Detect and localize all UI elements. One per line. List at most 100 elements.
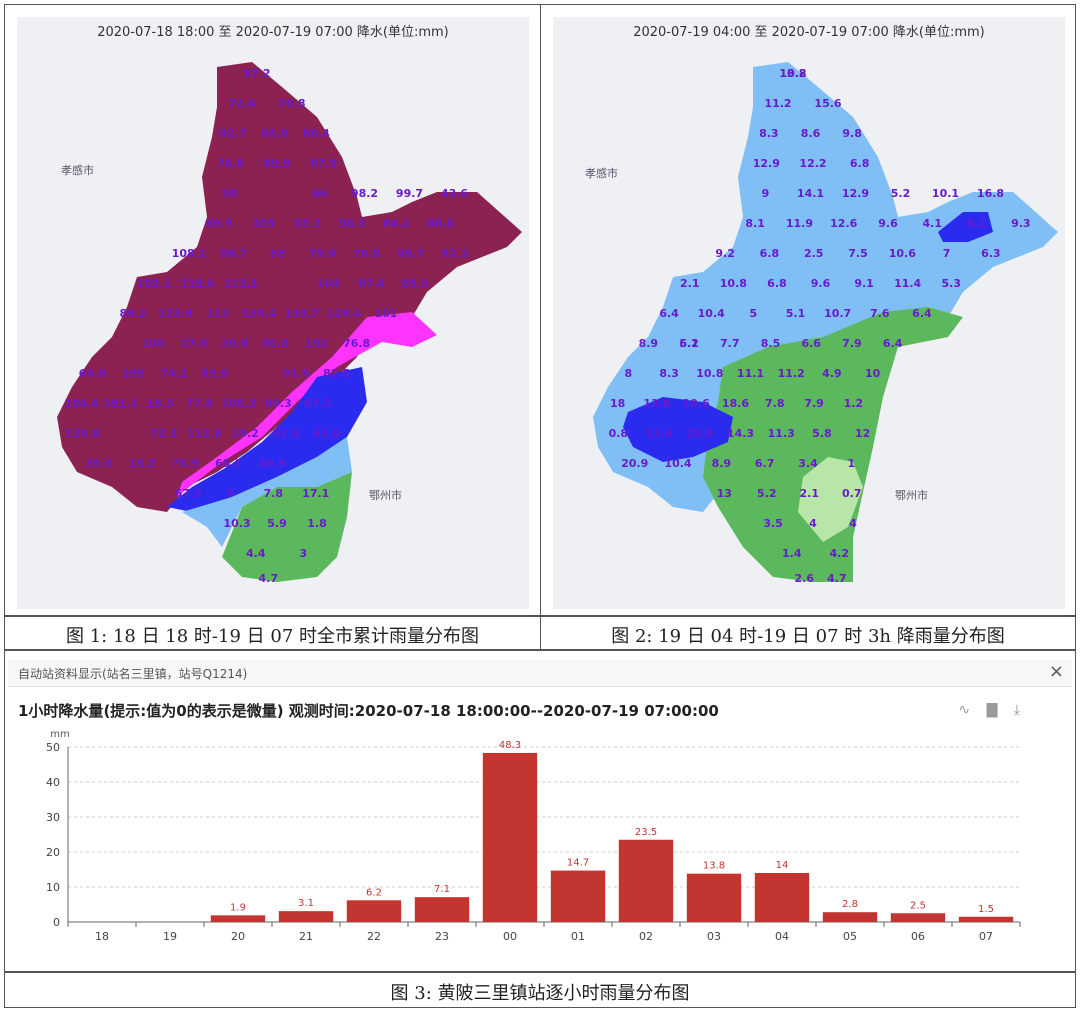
station-value-label: 12.9 bbox=[842, 187, 869, 200]
station-value-label: 5.1 bbox=[786, 307, 806, 320]
map2-caption: 图 2: 19 日 04 时-19 日 07 时 3h 降雨量分布图 bbox=[611, 626, 1005, 647]
station-value-label: 79.9 bbox=[308, 247, 335, 260]
station-value-label: 72.1 bbox=[150, 427, 177, 440]
station-value-label: 10.4 bbox=[664, 457, 691, 470]
station-value-label: 5.3 bbox=[941, 277, 961, 290]
station-value-label: 120.8 bbox=[65, 427, 100, 440]
station-value-label: 14.1 bbox=[797, 187, 824, 200]
station-value-label: 9.6 bbox=[811, 277, 831, 290]
station-value-label: 3.5 bbox=[763, 517, 783, 530]
station-value-label: 13.2 bbox=[779, 67, 806, 80]
map1-area: 57.2 72.4 70.8 92.7 68.9 88.4 76.8 89.8 87.9 98 66… bbox=[17, 17, 529, 609]
station-value-label: 11.2 bbox=[764, 97, 791, 110]
map1-place-left: 孝感市 bbox=[61, 164, 94, 177]
station-value-label: 6.4 bbox=[883, 337, 903, 350]
station-value-label: 90.8 bbox=[262, 337, 289, 350]
close-icon[interactable]: × bbox=[1048, 661, 1064, 682]
map1-place-right: 鄂州市 bbox=[369, 489, 402, 502]
x-tick-label: 20 bbox=[231, 930, 245, 940]
station-value-label: 4.9 bbox=[822, 367, 842, 380]
line-chart-icon[interactable]: ∿ bbox=[958, 702, 971, 718]
station-value-label: 7.9 bbox=[842, 337, 862, 350]
map2-region-lightblue bbox=[593, 62, 1058, 512]
station-value-label: 92.3 bbox=[441, 247, 468, 260]
bar-chart-icon[interactable]: ▇ bbox=[986, 702, 998, 718]
map2-panel: 10.8 13.2 11.2 15.6 8.3 8.6 9.8 12.9 12.2 6.8 9 14.… bbox=[540, 4, 1076, 616]
map1-title: 2020-07-18 18:00 至 2020-07-19 07:00 降水(单… bbox=[97, 25, 449, 40]
station-value-label: 113 bbox=[206, 307, 229, 320]
x-tick-label: 18 bbox=[95, 930, 109, 940]
x-tick-label: 23 bbox=[435, 930, 449, 940]
station-value-label: 10.8 bbox=[720, 277, 747, 290]
bar-value-label: 23.5 bbox=[635, 827, 657, 838]
station-value-label: 88.6 bbox=[427, 217, 454, 230]
bar bbox=[822, 912, 878, 922]
station-value-label: 9 bbox=[762, 187, 770, 200]
station-value-label: 7.9 bbox=[804, 397, 824, 410]
station-value-label: 99.7 bbox=[220, 247, 247, 260]
download-icon[interactable]: ⤓ bbox=[1013, 702, 1020, 718]
station-value-label: 67.2 bbox=[304, 397, 331, 410]
station-value-label: 10.1 bbox=[932, 187, 959, 200]
station-value-label: 105 bbox=[122, 367, 145, 380]
bar-value-label: 1.9 bbox=[230, 902, 246, 913]
station-value-label: 49.9 bbox=[258, 457, 285, 470]
station-value-label: 106.2 bbox=[221, 397, 256, 410]
station-value-label: 68.9 bbox=[261, 127, 288, 140]
station-value-label: 17.1 bbox=[302, 487, 329, 500]
map2-place-right: 鄂州市 bbox=[895, 489, 928, 502]
station-value-label: 1.4 bbox=[782, 547, 802, 560]
chart-title: 1小时降水量(提示:值为0的表示是微量) 观测时间:2020-07-18 18:… bbox=[18, 702, 719, 720]
station-value-label: 2.1 bbox=[680, 277, 700, 290]
station-value-label: 92.4 bbox=[272, 427, 299, 440]
caption3-cell: 图 3: 黄陂三里镇站逐小时雨量分布图 bbox=[4, 972, 1076, 1008]
bar bbox=[686, 873, 742, 922]
bar bbox=[618, 839, 674, 922]
map2-place-left: 孝感市 bbox=[585, 167, 618, 180]
station-value-label: 76.8 bbox=[343, 337, 370, 350]
station-value-label: 105 bbox=[252, 217, 275, 230]
station-value-label: 4.7 bbox=[259, 572, 279, 585]
station-value-label: 98 bbox=[222, 187, 237, 200]
station-value-label: 1 bbox=[848, 457, 856, 470]
map1-region-green bbox=[222, 472, 352, 582]
station-header-bar: 自动站资料显示(站名三里镇，站号Q1214) × bbox=[8, 660, 1072, 687]
station-value-label: 9.1 bbox=[854, 277, 874, 290]
station-value-label: 12.2 bbox=[799, 157, 826, 170]
station-value-label: 98.2 bbox=[351, 187, 378, 200]
station-value-label: 20.9 bbox=[621, 457, 648, 470]
station-value-label: 4.2 bbox=[830, 547, 850, 560]
station-value-label: 72.4 bbox=[228, 97, 255, 110]
station-value-label: 6.4 bbox=[659, 307, 679, 320]
bar bbox=[890, 913, 946, 922]
station-value-label: 7.6 bbox=[870, 307, 890, 320]
x-tick-label: 03 bbox=[707, 930, 721, 940]
station-value-label: 118.6 bbox=[180, 277, 215, 290]
station-value-label: 10.3 bbox=[223, 517, 250, 530]
station-value-label: 6.6 bbox=[801, 337, 821, 350]
station-value-label: 5 bbox=[227, 487, 235, 500]
station-value-label: 1.2 bbox=[844, 397, 864, 410]
map1-region-lightblue bbox=[182, 437, 352, 547]
bar-value-label: 48.3 bbox=[499, 740, 521, 751]
bar bbox=[482, 752, 538, 922]
station-value-label: 29.2 bbox=[232, 427, 259, 440]
map2-labels: 10.813.211.2 15.68.3 8.6 9.812.9 12.2 6.89 14.… bbox=[609, 67, 1031, 585]
station-value-label: 8 bbox=[625, 367, 633, 380]
x-tick-label: 06 bbox=[911, 930, 925, 940]
station-caption: 图 3: 黄陂三里镇站逐小时雨量分布图 bbox=[390, 983, 690, 1004]
station-value-label: 3.4 bbox=[798, 457, 818, 470]
station-value-label: 8.1 bbox=[967, 217, 987, 230]
bar-value-label: 2.5 bbox=[910, 900, 926, 911]
x-tick-label: 00 bbox=[503, 930, 517, 940]
station-value-label: 123.9 bbox=[158, 307, 193, 320]
station-value-label: 66 bbox=[312, 187, 328, 200]
station-value-label: 8.9 bbox=[639, 337, 659, 350]
station-value-label: 7.7 bbox=[720, 337, 740, 350]
station-value-label: 89.2 bbox=[120, 307, 147, 320]
station-value-label: 12 bbox=[855, 427, 870, 440]
station-value-label: 104.6 bbox=[64, 397, 99, 410]
station-value-label: 8.6 bbox=[801, 127, 821, 140]
station-value-label: 7.5 bbox=[848, 247, 868, 260]
bar-value-label: 7.1 bbox=[434, 884, 450, 895]
